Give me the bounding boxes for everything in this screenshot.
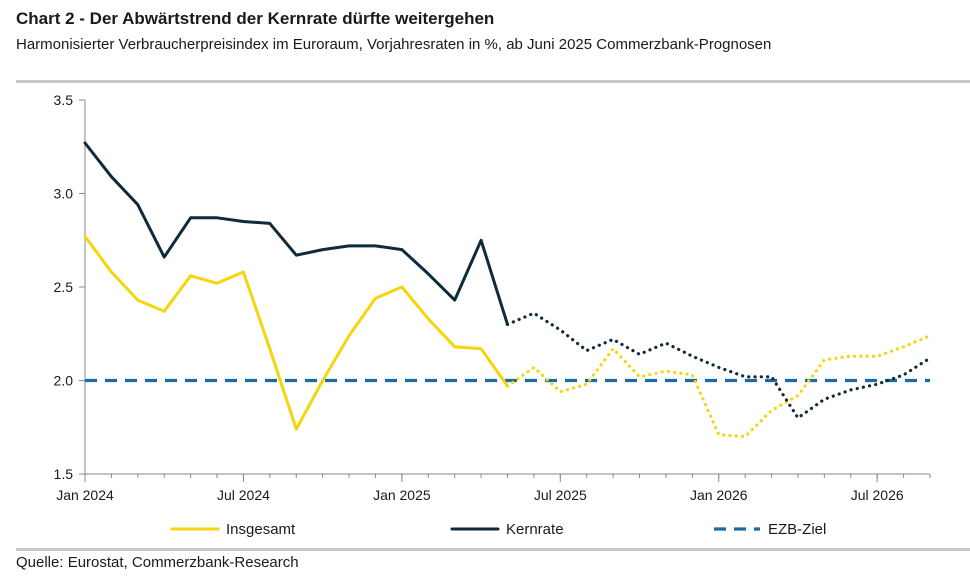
source-note: Quelle: Eurostat, Commerzbank-Research [16, 554, 299, 571]
x-tick-label: Jan 2025 [373, 487, 431, 503]
x-tick-label: Jul 2024 [217, 487, 270, 503]
legend-label-ezb: EZB-Ziel [768, 521, 826, 538]
y-tick-label: 3.0 [54, 186, 74, 202]
bottom-divider [16, 548, 970, 551]
series-line-insgesamt [83, 235, 509, 431]
y-tick-label: 3.5 [54, 92, 74, 108]
series-line-kernrate_forecast [505, 311, 932, 420]
x-tick-label: Jan 2024 [56, 487, 114, 503]
chart-title: Chart 2 - Der Abwärtstrend der Kernrate … [16, 9, 495, 28]
y-tick-label: 2.5 [54, 279, 74, 295]
y-tick-label: 2.0 [54, 373, 74, 389]
series-line-insgesamt_forecast [505, 334, 932, 439]
top-divider [16, 80, 970, 83]
y-tick-label: 1.5 [54, 466, 74, 482]
series-line-kernrate [83, 141, 509, 326]
legend-label-insgesamt: Insgesamt [226, 521, 296, 538]
x-tick-label: Jul 2026 [851, 487, 904, 503]
chart-subtitle: Harmonisierter Verbraucherpreisindex im … [16, 36, 772, 53]
x-tick-label: Jan 2026 [690, 487, 748, 503]
legend-label-kernrate: Kernrate [506, 521, 564, 538]
x-tick-label: Jul 2025 [534, 487, 587, 503]
